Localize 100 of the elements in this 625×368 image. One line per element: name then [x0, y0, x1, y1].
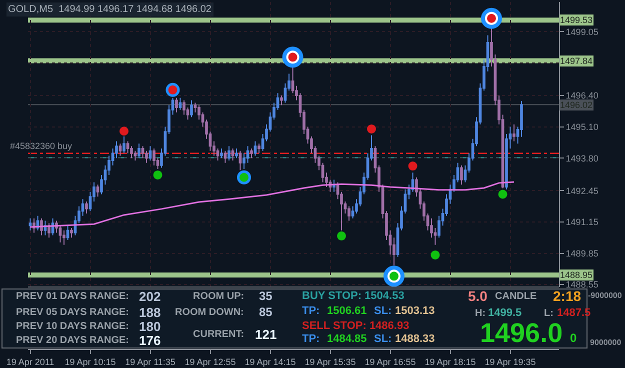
text: 180	[139, 319, 161, 334]
candlestick	[70, 227, 73, 238]
candlestick	[235, 148, 238, 159]
x-tick-label: 19 Apr 2011	[6, 356, 54, 367]
candlestick	[40, 218, 43, 236]
ref-line-label: 1497.84	[560, 56, 593, 66]
text: 5.0	[468, 288, 488, 304]
text: -9000000	[588, 291, 622, 300]
text: L:	[544, 308, 554, 319]
y-tick-label: 1488.55	[566, 280, 598, 290]
candlestick	[138, 143, 140, 159]
y-tick-label: 1496.40	[566, 90, 598, 101]
candlestick	[145, 150, 148, 164]
candlestick	[175, 97, 178, 113]
candlestick	[66, 225, 70, 241]
text: SELL STOP: 1486.93	[302, 320, 410, 332]
point	[498, 190, 508, 199]
text: PREV 20 DAYS RANGE:	[16, 335, 129, 346]
candlestick	[220, 148, 223, 159]
text: TP:	[302, 305, 320, 317]
x-tick-label: 19 Apr 19:35	[484, 356, 536, 367]
ref-line-label: 1488.95	[560, 270, 593, 280]
text: 9000000	[590, 338, 622, 347]
point	[153, 170, 162, 180]
text: 1484.85	[327, 333, 367, 345]
line-series	[30, 181, 515, 228]
text: SL:	[374, 333, 392, 345]
text: ROOM DOWN:	[175, 307, 244, 318]
y-tick-label: 1493.80	[566, 153, 598, 164]
text: 1487.5	[557, 307, 591, 319]
text: 85	[259, 305, 273, 319]
candlestick	[134, 150, 137, 162]
candlestick	[238, 150, 242, 171]
point	[367, 124, 376, 134]
candlestick	[228, 146, 230, 162]
x-tick-label: 19 Apr 18:15	[424, 356, 476, 367]
candlestick	[348, 206, 350, 222]
candlestick	[178, 97, 182, 110]
candlestick	[182, 100, 186, 116]
candlestick	[130, 146, 133, 159]
x-tick-label: 19 Apr 12:55	[184, 356, 236, 367]
x-tick-label: 19 Apr 11:35	[125, 356, 176, 367]
text: 35	[259, 289, 273, 303]
point	[430, 250, 440, 260]
point	[120, 126, 128, 136]
text: H:	[475, 308, 486, 319]
text: 176	[139, 333, 161, 348]
ref-line-label: #45832360 buy	[10, 141, 73, 151]
candlestick	[332, 179, 336, 192]
point	[337, 231, 346, 240]
text: 0	[570, 331, 577, 345]
candlestick	[152, 148, 156, 166]
candlestick	[122, 136, 126, 154]
ref-line-label: 1499.53	[560, 15, 593, 25]
candlestick	[460, 164, 463, 186]
candlestick	[141, 146, 144, 159]
text: 1488.33	[395, 333, 435, 345]
text: 2:18	[553, 288, 582, 304]
y-tick-label: 1495.10	[566, 122, 598, 132]
candlestick	[62, 230, 66, 246]
candlestick	[85, 200, 88, 214]
candlestick	[258, 143, 260, 154]
candlestick	[512, 124, 516, 142]
text: 1503.13	[395, 305, 435, 317]
y-tick-label: 1499.05	[566, 26, 598, 37]
text: CURRENT:	[193, 329, 244, 340]
x-tick-label: 19 Apr 15:35	[304, 356, 356, 367]
ref-line-label: 1496.02	[560, 100, 593, 110]
text: 1506.61	[327, 305, 367, 317]
candlestick	[28, 218, 32, 231]
candlestick	[118, 143, 122, 156]
y-tick-label: 1492.45	[566, 186, 598, 196]
text: 1496.0	[480, 318, 563, 348]
candlestick	[148, 146, 152, 162]
text: CANDLE	[495, 291, 537, 302]
y-tick-label: 1489.85	[566, 248, 598, 258]
text: 1499.5	[488, 307, 522, 319]
text: PREV 01 DAYS RANGE:	[16, 291, 129, 302]
point	[408, 162, 418, 171]
text: SL:	[374, 305, 392, 317]
candlestick	[254, 140, 257, 156]
x-tick-label: 19 Apr 16:55	[364, 356, 416, 367]
text: ROOM UP:	[193, 291, 244, 302]
candlestick	[126, 140, 130, 154]
chart-title: GOLD,M5 1494.99 1496.17 1494.68 1496.02	[8, 4, 212, 15]
text: TP:	[302, 333, 320, 345]
text: 121	[255, 327, 277, 342]
candlestick	[96, 184, 100, 198]
x-tick-label: 19 Apr 14:15	[244, 356, 296, 367]
candlestick	[250, 148, 253, 159]
candlestick	[58, 225, 62, 243]
y-tick-label: 1491.15	[566, 217, 598, 228]
candlestick	[190, 100, 193, 118]
text: BUY STOP: 1504.53	[302, 290, 404, 302]
text: 202	[139, 289, 161, 304]
text: PREV 10 DAYS RANGE:	[16, 321, 129, 332]
text: 188	[139, 305, 161, 320]
candlestick	[280, 94, 283, 106]
candlestick	[231, 148, 234, 162]
x-tick-label: 19 Apr 10:15	[64, 356, 116, 367]
